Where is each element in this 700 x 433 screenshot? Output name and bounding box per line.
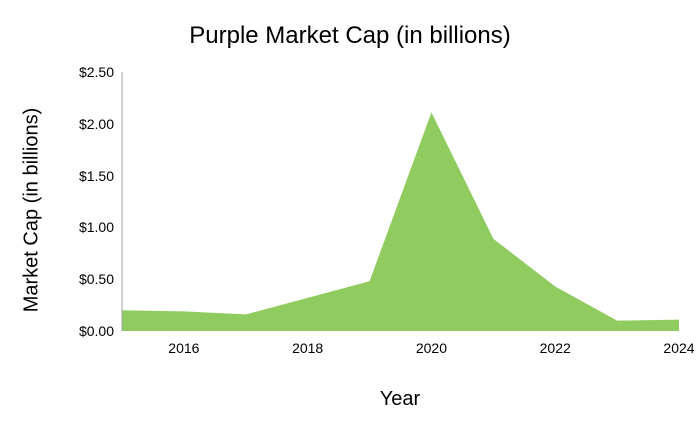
area-series: [122, 112, 679, 332]
x-tick-label: 2024: [663, 340, 695, 356]
y-tick-label: $0.50: [78, 271, 114, 288]
y-tick-label: $1.50: [78, 167, 114, 184]
chart-title: Purple Market Cap (in billions): [189, 22, 511, 49]
y-tick-label: $1.00: [78, 219, 114, 236]
x-tick-label: 2018: [292, 340, 324, 356]
x-tick-label: 2020: [415, 340, 448, 356]
x-tick-label: 2022: [539, 340, 571, 356]
x-axis-label: Year: [379, 388, 421, 410]
y-tick-label: $2.50: [78, 64, 114, 80]
x-tick-label: 2016: [168, 340, 200, 356]
y-tick-label: $2.00: [78, 115, 114, 132]
y-tick-label: $0.00: [78, 323, 114, 339]
